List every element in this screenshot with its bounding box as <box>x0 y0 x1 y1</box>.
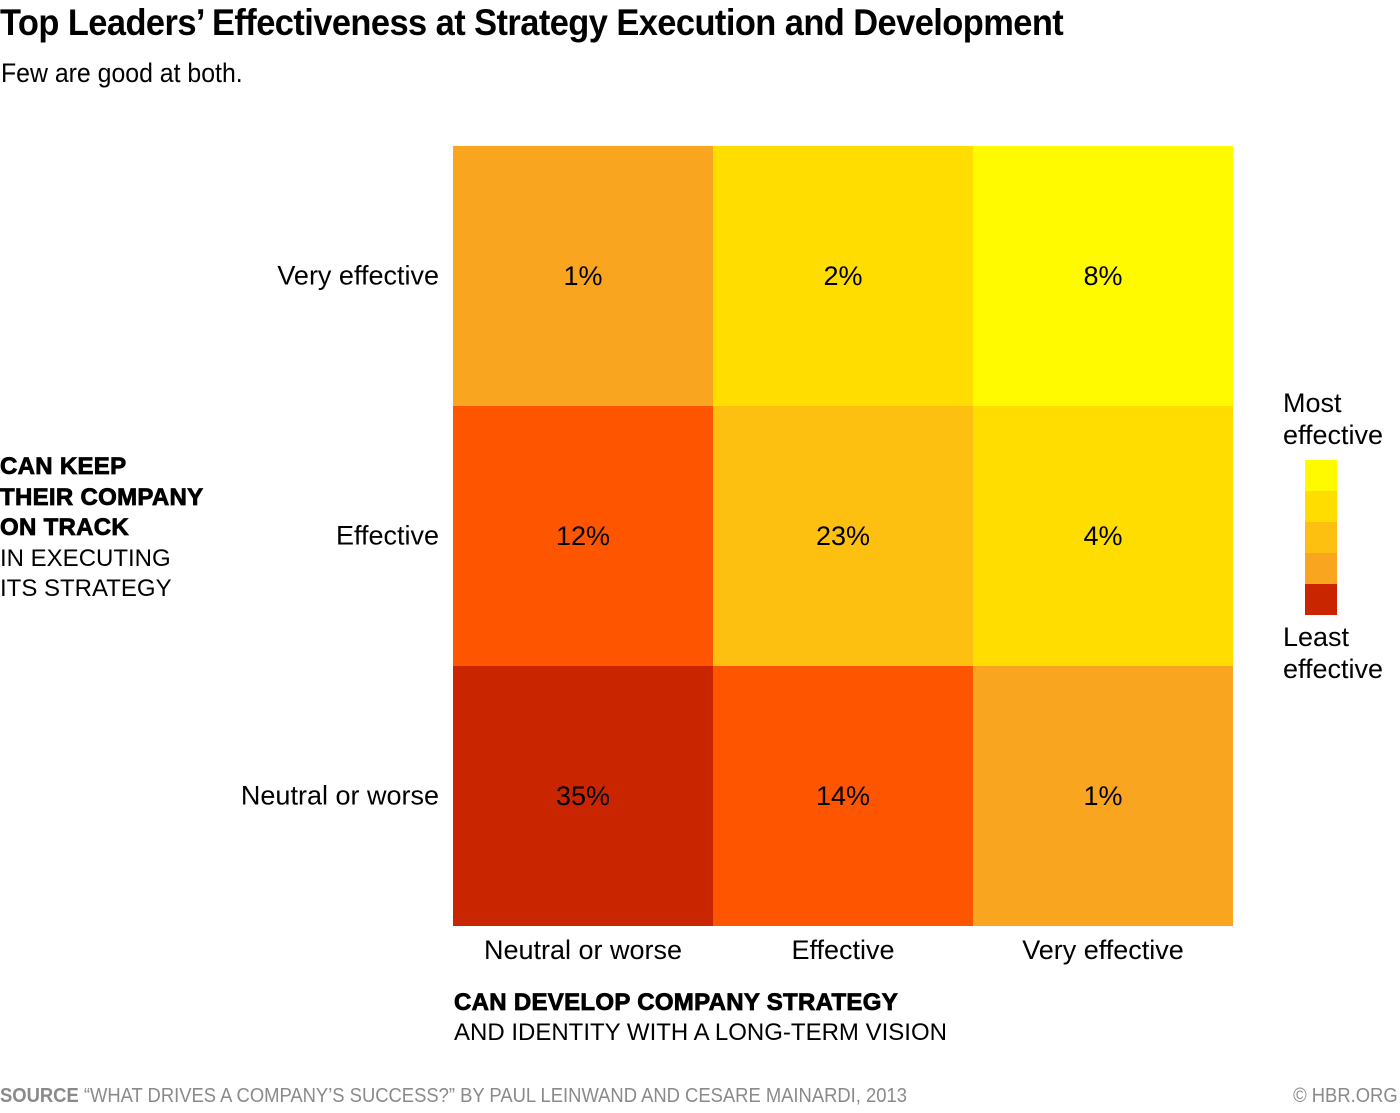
legend-most-line-2: effective <box>1283 420 1384 450</box>
cell-value-label: 35% <box>555 780 611 811</box>
legend-swatch <box>1305 522 1337 553</box>
cell-value-label: 12% <box>555 520 611 551</box>
heatmap-cell: 35% <box>453 666 713 926</box>
legend-least-line-2: effective <box>1283 654 1384 684</box>
cell-value-label: 1% <box>563 260 603 291</box>
chart-subtitle: Few are good at both. <box>1 58 243 88</box>
heatmap-cell: 4% <box>973 406 1233 666</box>
legend-swatch <box>1305 553 1337 584</box>
y-tick-label: Neutral or worse <box>240 780 439 811</box>
legend-color-scale <box>1305 460 1337 615</box>
x-tick-label: Very effective <box>1022 935 1184 965</box>
heatmap-cell: 1% <box>973 666 1233 926</box>
source-text: “WHAT DRIVES A COMPANY’S SUCCESS?” BY PA… <box>83 1085 907 1107</box>
cell-value-label: 1% <box>1083 780 1123 811</box>
x-axis-title: CAN DEVELOP COMPANY STRATEGY AND IDENTIT… <box>454 988 947 1048</box>
heatmap-cell: 1% <box>453 146 713 406</box>
cell-value-label: 2% <box>823 260 863 291</box>
copyright-credit: © HBR.ORG <box>1293 1085 1398 1107</box>
y-tick-label: Effective <box>335 520 439 551</box>
x-axis-title-bold: CAN DEVELOP COMPANY STRATEGY <box>454 989 899 1017</box>
legend-most-line-1: Most <box>1283 388 1342 418</box>
x-axis-title-rest: AND IDENTITY WITH A LONG-TERM VISION <box>454 1019 947 1046</box>
cell-value-label: 4% <box>1083 520 1123 551</box>
cell-value-label: 8% <box>1083 260 1123 291</box>
y-axis-title-rest-1: IN EXECUTING <box>0 544 171 572</box>
legend-most-label: Most effective <box>1283 387 1383 451</box>
cell-value-label: 14% <box>815 780 871 811</box>
y-axis-title-rest-2: ITS STRATEGY <box>0 575 172 602</box>
heatmap-cell: 2% <box>713 146 973 406</box>
heatmap-cell: 14% <box>713 666 973 926</box>
y-axis-title-bold-1: CAN KEEP <box>0 453 127 481</box>
heatmap-grid: 1% 2% 8% 12% 23% 4% 35% 14% 1% <box>453 146 1233 926</box>
legend-swatch <box>1305 460 1337 491</box>
y-axis-title-bold-3: ON TRACK <box>0 514 130 542</box>
cell-value-label: 23% <box>815 520 871 551</box>
legend-swatch <box>1305 584 1337 615</box>
x-tick-label: Effective <box>791 935 895 965</box>
chart-title: Top Leaders’ Effectiveness at Strategy E… <box>0 2 1064 43</box>
heatmap-cell: 23% <box>713 406 973 666</box>
source-note: SOURCE “WHAT DRIVES A COMPANY’S SUCCESS?… <box>0 1085 907 1108</box>
y-tick-label: Very effective <box>277 260 439 291</box>
source-label: SOURCE <box>0 1085 79 1107</box>
y-axis-title-bold-2: THEIR COMPANY <box>0 483 204 511</box>
heatmap-cell: 12% <box>453 406 713 666</box>
x-tick-label: Neutral or worse <box>483 935 683 965</box>
legend-swatch <box>1305 491 1337 522</box>
y-axis-title: CAN KEEP THEIR COMPANY ON TRACK IN EXECU… <box>0 452 204 605</box>
legend-least-label: Least effective <box>1283 621 1383 685</box>
legend-least-line-1: Least <box>1283 622 1350 652</box>
heatmap-cell: 8% <box>973 146 1233 406</box>
